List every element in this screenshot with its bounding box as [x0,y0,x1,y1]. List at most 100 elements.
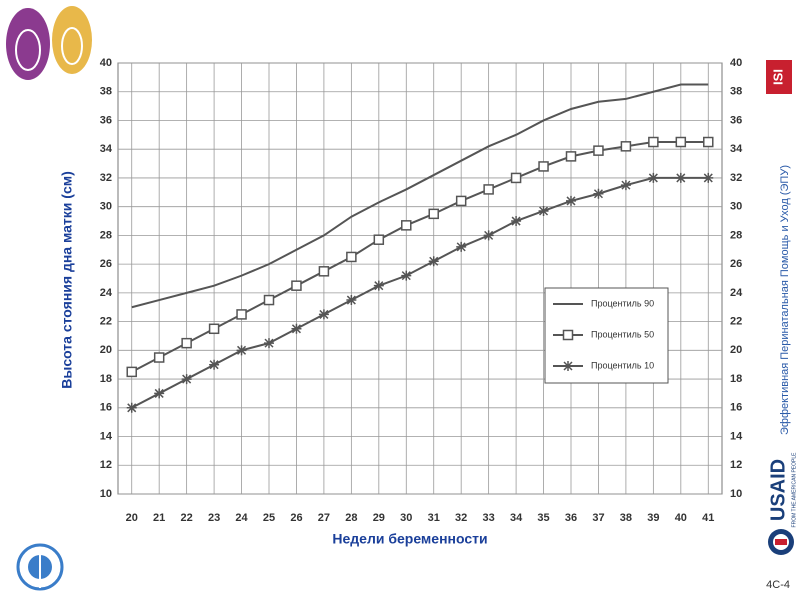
marker [428,208,439,220]
x-tick-label: 30 [400,512,412,524]
page-number: 4C-4 [766,579,790,591]
y-tick-label-right: 30 [730,201,742,213]
y-tick-label: 12 [100,459,112,471]
x-axis-label: Недели беременности [332,531,487,547]
marker [510,172,522,184]
marker [483,230,494,241]
usaid-text: USAID [767,459,789,521]
legend-label: Процентиль 50 [591,329,654,339]
marker [483,184,494,195]
marker [373,280,384,291]
marker [703,136,714,148]
x-tick-label: 23 [208,512,220,524]
marker [703,172,714,183]
y-tick-label: 40 [100,57,112,69]
marker [291,280,302,291]
x-tick-label: 20 [126,512,138,524]
y-tick-label-right: 36 [730,114,742,126]
x-tick-label: 40 [675,512,687,524]
y-tick-label: 36 [100,114,112,126]
y-tick-label: 34 [100,143,113,155]
x-tick-label: 24 [235,512,248,524]
y-tick-label-right: 12 [730,459,742,471]
x-tick-label: 28 [345,512,357,524]
marker [236,309,247,320]
y-tick-label-right: 18 [730,373,742,385]
marker [264,338,274,349]
y-tick-label: 20 [100,344,112,356]
y-tick-label-right: 34 [730,143,743,155]
y-tick-label: 26 [100,258,112,270]
marker [538,205,549,216]
legend-marker [563,361,573,371]
plot-area [117,62,723,495]
y-tick-label-right: 32 [730,172,742,184]
marker [565,151,577,162]
marker [126,366,137,378]
legend-label: Процентиль 90 [591,298,654,308]
x-tick-label: 22 [181,512,193,524]
marker [538,161,549,172]
x-tick-label: 33 [483,512,495,524]
y-tick-label: 18 [100,373,112,385]
y-tick-label: 32 [100,172,112,184]
x-tick-label: 35 [537,512,549,524]
marker [373,234,385,245]
marker [675,136,687,148]
marker [291,323,302,334]
y-tick-label-right: 40 [730,57,742,69]
x-tick-label: 21 [153,512,165,524]
marker [318,266,330,277]
marker [648,172,659,183]
y-tick-label: 24 [100,287,113,299]
marker [346,251,357,263]
y-tick-label-right: 22 [730,316,742,328]
y-tick-label-right: 16 [730,402,742,414]
marker [401,270,412,281]
marker [455,195,467,207]
x-tick-label: 27 [318,512,330,524]
y-axis-label: Высота стояния дна матки (см) [59,171,75,389]
marker [620,141,632,152]
legend-marker [562,329,574,341]
x-tick-label: 41 [702,512,714,524]
usaid-logo: USAID FROM THE AMERICAN PEOPLE [767,452,797,555]
marker [428,256,439,267]
series-line [131,83,709,309]
x-tick-label: 29 [373,512,385,524]
y-tick-label-right: 24 [730,287,743,299]
y-tick-label: 10 [100,488,112,500]
marker [181,337,192,349]
marker [154,388,165,399]
marker [263,294,275,306]
legend-label: Процентиль 10 [591,360,654,370]
x-tick-label: 34 [510,512,523,524]
x-tick-label: 38 [620,512,632,524]
series-line [131,176,709,409]
x-tick-label: 25 [263,512,275,524]
x-tick-label: 37 [592,512,604,524]
y-tick-label-right: 20 [730,344,742,356]
y-tick-label-right: 26 [730,258,742,270]
who-logo [16,543,64,591]
marker [620,180,631,191]
x-tick-label: 32 [455,512,467,524]
marker [153,352,165,363]
y-tick-label-right: 10 [730,488,742,500]
marker [346,295,357,306]
isi-text: ISI [770,69,785,85]
marker [318,309,329,320]
usaid-tagline: FROM THE AMERICAN PEOPLE [791,452,797,528]
marker [593,145,604,156]
marker [456,241,467,252]
y-tick-label: 30 [100,201,112,213]
marker [126,402,137,413]
marker [675,172,686,183]
marker [648,136,659,148]
y-tick-label-right: 28 [730,229,742,241]
marker [593,188,604,199]
marker [236,345,247,356]
isi-logo: ISI [766,60,792,94]
y-tick-label: 22 [100,316,112,328]
x-tick-label: 39 [647,512,659,524]
